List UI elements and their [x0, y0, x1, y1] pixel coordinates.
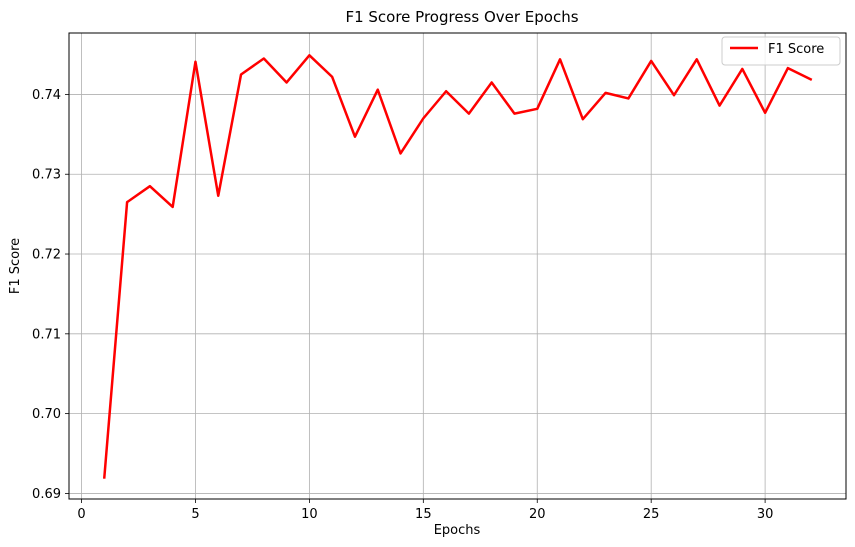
chart-title: F1 Score Progress Over Epochs: [345, 8, 578, 26]
x-tick-label: 20: [529, 507, 546, 522]
y-tick-label: 0.72: [32, 248, 61, 263]
x-tick-label: 15: [415, 507, 432, 522]
x-tick-label: 30: [757, 507, 774, 522]
series-line-f1-score: [102, 54, 813, 479]
grid-lines: [69, 33, 846, 499]
y-tick-label: 0.69: [32, 487, 61, 502]
x-tick-label: 5: [191, 507, 199, 522]
y-tick-label: 0.73: [32, 168, 61, 183]
y-tick-label: 0.74: [32, 88, 61, 103]
legend-label: F1 Score: [768, 42, 824, 57]
y-axis-label: F1 Score: [8, 238, 23, 294]
series-layer: [102, 54, 813, 479]
x-tick-label: 0: [77, 507, 85, 522]
legend: F1 Score: [721, 36, 841, 66]
legend-box: [721, 36, 841, 66]
x-axis-label: Epochs: [434, 523, 481, 538]
y-tick-label: 0.70: [32, 407, 61, 422]
axis-ticks: 0 5 10 15 20 25 30 0.69 0.70 0.71 0.72 0.73 0.74: [32, 88, 773, 522]
plot-frame: [68, 32, 847, 500]
y-tick-label: 0.71: [32, 327, 61, 342]
x-tick-label: 10: [301, 507, 318, 522]
x-tick-label: 25: [643, 507, 660, 522]
